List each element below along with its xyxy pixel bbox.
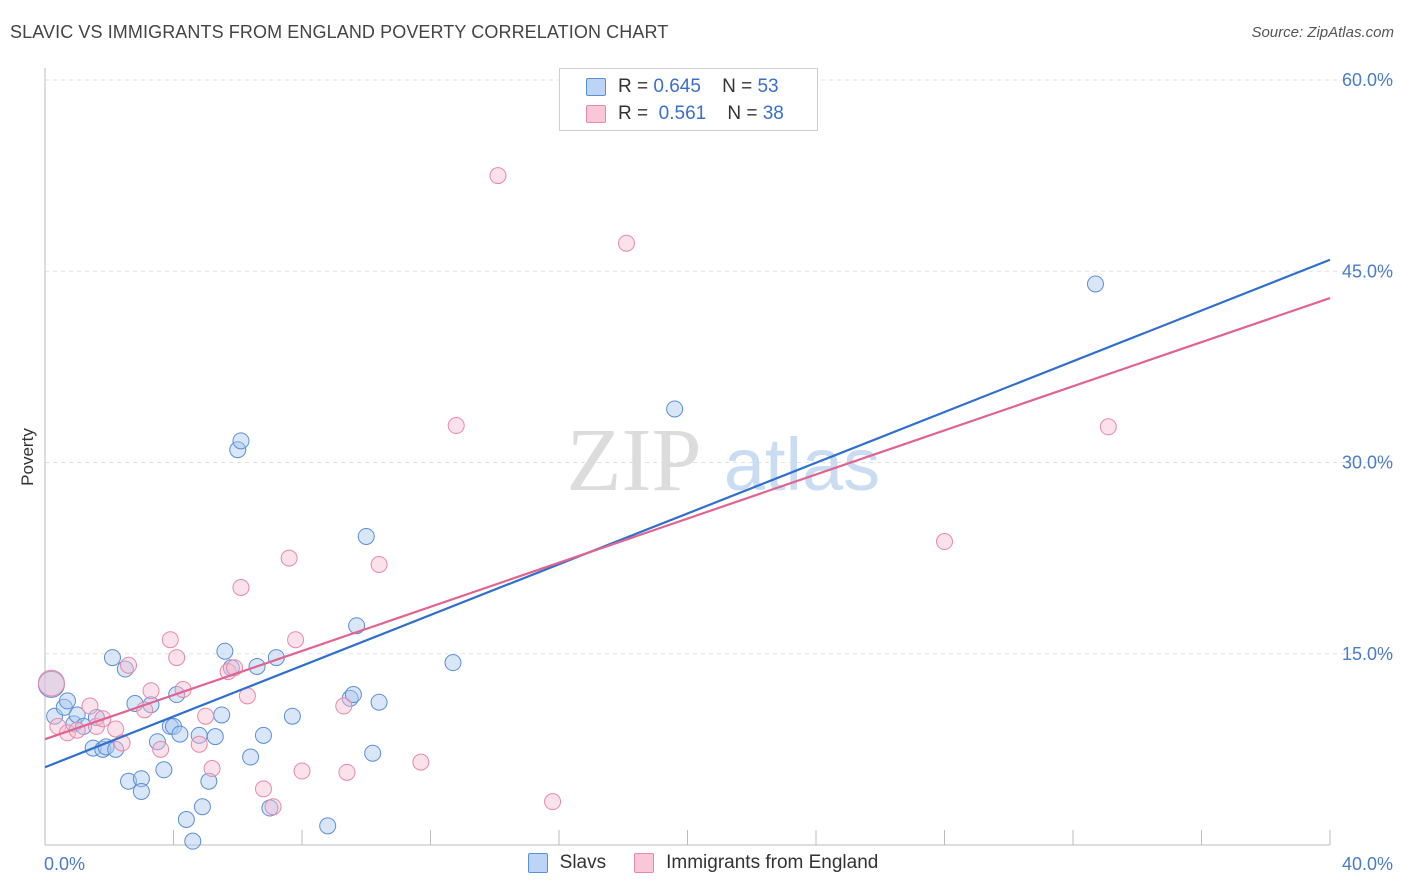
england-point — [168, 649, 186, 667]
england-point — [190, 735, 208, 753]
gridlines — [45, 79, 1395, 655]
slavs-point — [364, 744, 382, 762]
y-tick-label: 60.0% — [1342, 70, 1393, 90]
england-point — [58, 724, 76, 742]
legend-r-value: 0.645 — [653, 76, 701, 97]
england-point — [489, 167, 507, 185]
series-swatch-slavs — [527, 853, 548, 873]
slavs-point — [103, 649, 121, 667]
legend-swatch-england — [586, 105, 606, 123]
slavs-point — [107, 740, 125, 758]
england-point — [81, 697, 99, 715]
england-trend-line — [44, 296, 1331, 741]
england-point — [152, 740, 170, 758]
england-point — [617, 234, 635, 252]
y-tick-label: 15.0% — [1342, 644, 1393, 664]
slavs-point — [46, 707, 64, 725]
slavs-point — [357, 527, 375, 545]
england-point — [287, 631, 305, 649]
slavs-point — [155, 761, 173, 779]
legend-r-label: R = — [618, 76, 649, 97]
england-point — [412, 753, 430, 771]
england-point — [936, 533, 953, 551]
slavs-point — [193, 798, 211, 816]
series-legend: Slavs Immigrants from England — [0, 852, 1406, 874]
legend-r-value: 0.561 — [658, 103, 707, 124]
slavs-point — [132, 770, 150, 788]
slavs-point — [344, 686, 362, 704]
slavs-point — [319, 817, 337, 835]
legend-swatch-slavs — [586, 78, 606, 96]
slavs-point — [184, 832, 202, 850]
slavs-point — [200, 772, 218, 790]
slavs-point — [232, 432, 250, 450]
series-label-england: Immigrants from England — [666, 852, 879, 873]
chart-title: SLAVIC VS IMMIGRANTS FROM ENGLAND POVERT… — [10, 22, 669, 42]
slavs-trend-line — [44, 258, 1331, 769]
slavs-point — [283, 707, 301, 725]
y-tick-label: 30.0% — [1342, 453, 1393, 473]
tick-labels: 15.0% 30.0% 45.0% 60.0% 0.0% 40.0% — [44, 70, 1393, 874]
england-point — [370, 556, 388, 573]
england-point — [254, 780, 272, 798]
slavs-point — [666, 400, 684, 418]
series-legend-england[interactable]: Immigrants from England — [634, 852, 878, 874]
correlation-legend: R = 0.645 N = 53 R = 0.561 N = 38 — [559, 68, 818, 131]
legend-r-label: R = — [618, 103, 649, 124]
series-legend-slavs[interactable]: Slavs — [527, 852, 607, 874]
england-point — [107, 720, 125, 738]
y-axis-label: Poverty — [18, 428, 37, 486]
x-tick-label: 40.0% — [1342, 854, 1393, 874]
watermark-zip: ZIP — [567, 411, 702, 510]
slavs-point — [1086, 275, 1104, 293]
legend-n-value: 53 — [757, 76, 779, 97]
slavs-point — [444, 654, 462, 672]
england-point — [197, 707, 215, 725]
x-tick-label: 0.0% — [44, 854, 85, 874]
england-point — [37, 669, 65, 697]
england-point — [1099, 418, 1117, 436]
england-point — [338, 763, 356, 781]
slavs-point — [120, 772, 138, 790]
slavs-point — [58, 692, 76, 710]
england-point — [280, 549, 298, 567]
slavs-point — [254, 726, 272, 744]
slavs-point — [177, 811, 195, 828]
series-swatch-england — [634, 853, 655, 873]
england-point — [447, 417, 465, 435]
legend-n-label: N = — [727, 103, 758, 124]
england-point — [232, 578, 250, 596]
slavs-point — [206, 728, 224, 746]
slavs-point — [216, 642, 234, 660]
england-point — [203, 760, 221, 777]
series-label-slavs: Slavs — [559, 852, 607, 873]
legend-n-value: 38 — [762, 103, 784, 124]
england-point — [161, 631, 179, 649]
watermark: ZIP atlas — [567, 411, 881, 510]
england-point — [264, 798, 282, 816]
slavs-point — [370, 693, 388, 711]
england-point — [142, 682, 160, 700]
legend-row-england: R = 0.561 N = 38 — [586, 103, 784, 125]
slavs-point — [132, 782, 150, 800]
england-point — [120, 656, 138, 674]
legend-n-label: N = — [722, 76, 753, 97]
data-points — [37, 167, 1117, 850]
slavs-point — [229, 441, 247, 459]
source-label: Source: ZipAtlas.com — [1251, 24, 1394, 41]
axes — [44, 68, 1331, 846]
slavs-point — [242, 748, 260, 766]
slavs-point — [171, 725, 189, 743]
legend-row-slavs: R = 0.645 N = 53 — [586, 76, 779, 98]
england-point — [293, 762, 311, 780]
watermark-atlas: atlas — [724, 423, 880, 506]
y-tick-label: 45.0% — [1342, 261, 1393, 281]
slavs-point — [213, 706, 231, 724]
england-point — [544, 793, 562, 811]
trend-lines — [44, 258, 1331, 769]
england-point — [335, 697, 353, 715]
